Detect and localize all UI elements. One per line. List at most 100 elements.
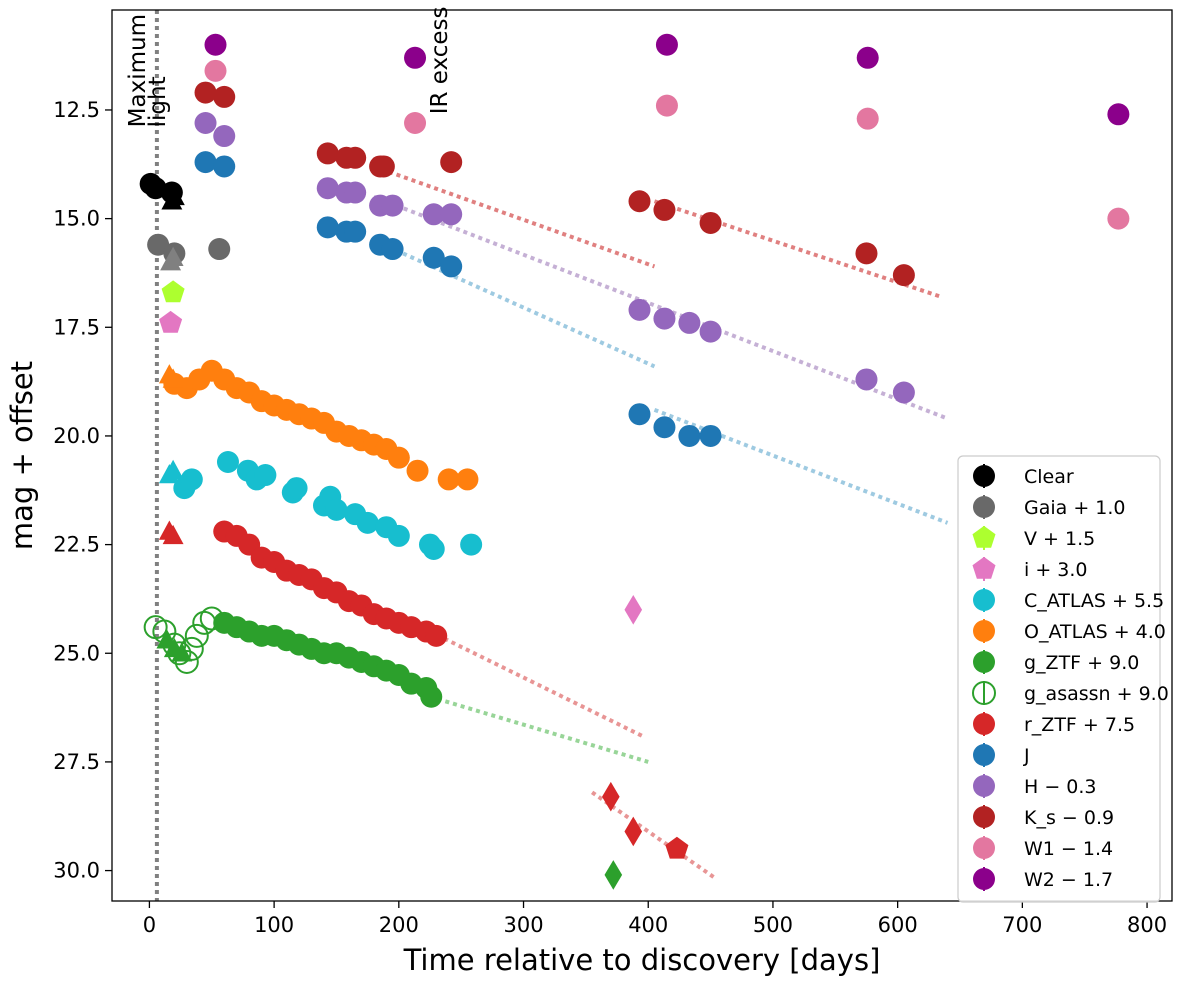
x-tick-label: 100 [254,913,294,937]
y-tick-label: 22.5 [53,533,100,557]
data-point [404,112,427,135]
data-point [437,468,460,491]
data-point [855,242,878,265]
legend-marker [973,806,995,828]
data-point [655,94,678,117]
data-point [316,177,339,200]
series-14 [143,606,224,674]
legend-entry: g_asassn + 9.0 [972,681,1169,705]
y-tick-label: 20.0 [53,424,100,448]
legend-marker [973,837,995,859]
series-9 [163,359,479,491]
y-tick-label: 27.5 [53,750,100,774]
fit-line-3 [373,238,656,369]
data-point [678,424,701,447]
legend-marker [973,620,995,642]
data-point [699,424,722,447]
y-axis-label: mag + offset [5,361,39,550]
data-point [316,142,339,165]
data-point [440,151,463,174]
data-point [628,190,651,213]
data-point [372,155,395,178]
data-point [356,511,379,534]
data-point [1107,103,1130,126]
data-point [325,498,348,521]
data-point [213,85,236,108]
data-point [653,416,676,439]
legend-entry: V + 1.5 [972,525,1095,550]
data-point [194,151,217,174]
data-point [422,246,445,269]
legend-label: J [1023,745,1030,767]
data-point [167,641,192,666]
series-15 [213,520,448,647]
data-point [316,216,339,239]
legend-marker [973,496,995,518]
annotation-text: light [145,76,171,127]
series-7 [173,451,483,560]
data-point [404,46,427,69]
legend-label: g_asassn + 9.0 [1024,683,1169,705]
data-point [653,307,676,330]
data-point [892,381,915,404]
series-11 [213,611,443,708]
legend-entry: C_ATLAS + 5.5 [973,588,1164,612]
data-point [194,112,217,135]
legend-label: W2 − 1.7 [1024,869,1113,891]
legend-marker [973,589,995,611]
legend-entry: J [973,743,1030,767]
data-point [604,860,623,890]
legend-marker [973,465,995,487]
data-point [1107,207,1130,230]
y-tick-label: 12.5 [53,98,100,122]
data-point [624,816,643,847]
x-tick-label: 200 [379,913,419,937]
legend-label: Gaia + 1.0 [1024,497,1126,519]
data-point [602,781,620,812]
data-point [440,255,463,278]
series-23 [204,33,1130,126]
y-tick-label: 15.0 [53,207,100,231]
data-point [163,185,185,206]
x-tick-label: 0 [143,913,156,937]
data-point [425,624,448,647]
data-point [624,594,643,625]
fit-line-0 [373,164,656,269]
data-point [213,155,236,178]
series-18 [158,520,184,545]
series-10 [158,364,184,388]
data-point [653,198,676,221]
x-tick-label: 700 [1002,913,1042,937]
series-16 [602,781,643,847]
legend-entry: W2 − 1.7 [973,867,1113,891]
data-point [285,477,308,500]
x-tick-label: 400 [628,913,668,937]
data-point [204,59,227,82]
legend-entry: H − 0.3 [973,774,1097,798]
data-point [147,233,170,256]
series-4 [161,280,185,303]
legend-marker [973,744,995,766]
series-22 [204,59,1130,230]
data-point [420,685,443,708]
series-6 [624,594,643,625]
data-point [665,836,689,859]
x-tick-label: 500 [753,913,793,937]
data-point [254,464,277,487]
x-tick-label: 600 [878,913,918,937]
data-point [208,238,231,261]
data-point [194,81,217,104]
y-tick-label: 25.0 [53,641,100,665]
data-point [381,238,404,261]
data-point [179,636,204,661]
data-point [387,524,410,547]
legend-marker [972,525,996,548]
data-point [216,451,239,474]
data-point [678,311,701,334]
data-point [456,468,479,491]
fit-lines [373,164,949,881]
legend-entry: Gaia + 1.0 [973,495,1126,519]
data-point [184,623,209,648]
legend-box [957,455,1161,903]
